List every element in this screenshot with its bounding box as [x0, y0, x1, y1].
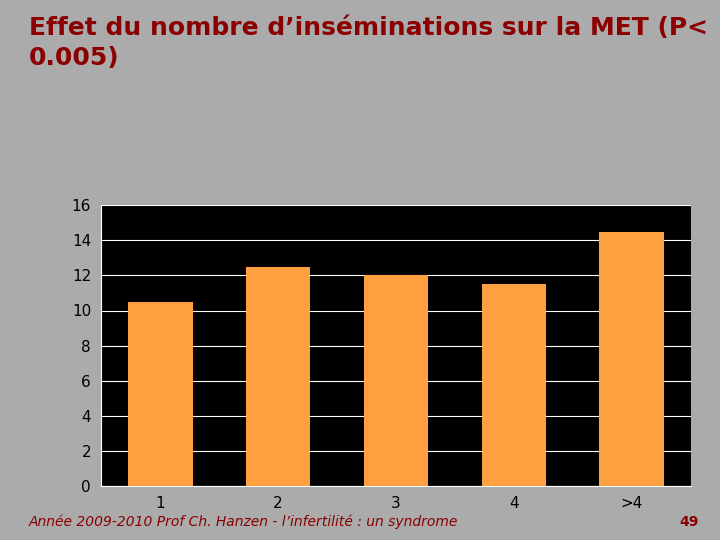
Text: Effet du nombre d’inséminations sur la MET (P<
0.005): Effet du nombre d’inséminations sur la M… — [29, 16, 708, 70]
Bar — [246, 267, 310, 486]
Bar — [364, 275, 428, 486]
Bar — [600, 232, 665, 486]
Bar — [127, 302, 192, 486]
Text: 49: 49 — [679, 515, 698, 529]
Text: Année 2009-2010 Prof Ch. Hanzen - l’infertilité : un syndrome: Année 2009-2010 Prof Ch. Hanzen - l’infe… — [29, 515, 458, 529]
Bar — [482, 284, 546, 486]
